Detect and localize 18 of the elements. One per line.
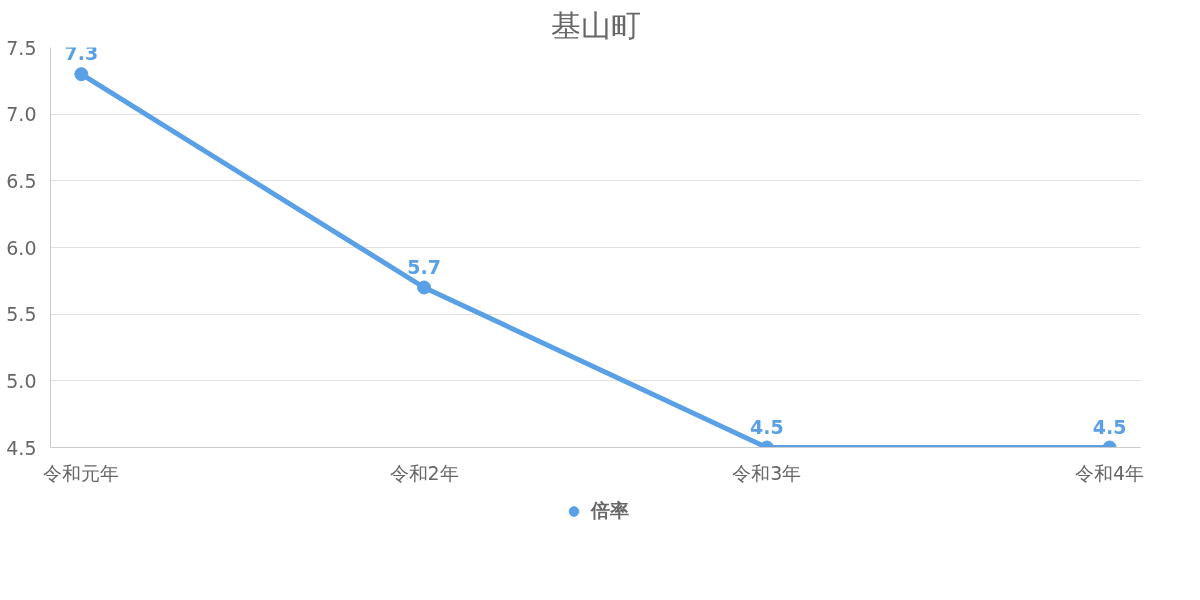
data-label: 4.5 <box>1092 415 1127 438</box>
point <box>74 67 89 82</box>
x-tick-label: 令和3年 <box>732 461 802 484</box>
data-label: 5.7 <box>407 255 441 278</box>
y-tick-label: 7.0 <box>6 103 37 126</box>
point <box>417 280 432 295</box>
legend-label: 倍率 <box>590 498 629 523</box>
y-tick-label: 4.5 <box>6 436 37 459</box>
y-tick-label: 7.5 <box>6 36 37 59</box>
x-tick-label: 令和4年 <box>1075 461 1145 484</box>
chart-title: 基山町 <box>550 7 641 43</box>
y-tick-label: 5.0 <box>6 369 37 392</box>
y-tick-label: 5.5 <box>6 303 37 326</box>
y-tick-label: 6.0 <box>6 236 37 259</box>
x-tick-label: 令和元年 <box>43 461 120 484</box>
y-tick-label: 6.5 <box>6 169 37 192</box>
data-label: 4.5 <box>750 415 784 438</box>
x-tick-label: 令和2年 <box>389 461 459 484</box>
